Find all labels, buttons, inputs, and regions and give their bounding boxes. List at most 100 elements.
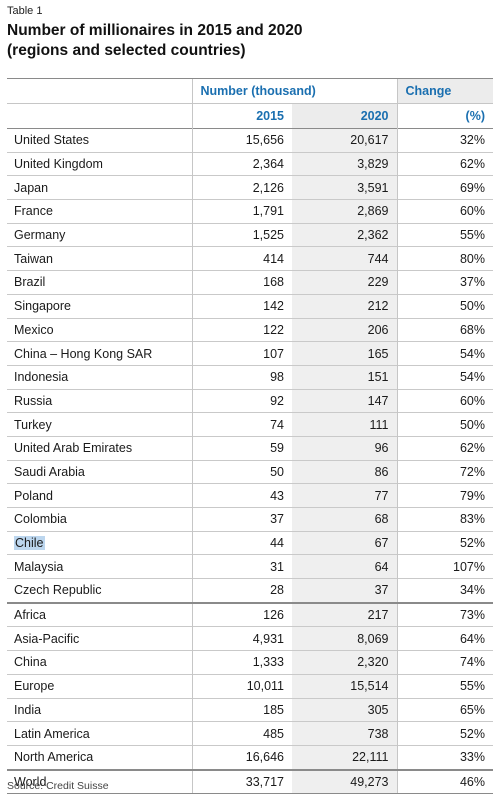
- row-name-cell: Brazil: [7, 270, 192, 295]
- row-change-cell: 55%: [396, 673, 493, 698]
- row-2020-cell: 8,069: [292, 626, 397, 651]
- row-2015-cell: 15,656: [191, 128, 292, 153]
- row-name-cell: Saudi Arabia: [7, 459, 192, 484]
- row-name-cell: Africa: [7, 601, 192, 627]
- table-title: Number of millionaires in 2015 and 2020 …: [7, 21, 302, 61]
- row-name-cell: Singapore: [7, 293, 192, 318]
- table-body: United States 15,656 20,617 32% United Kingd…: [7, 128, 493, 795]
- table-row: United Kingdom 2,364 3,829 62%: [7, 151, 493, 176]
- row-change-cell: 54%: [396, 341, 493, 366]
- row-change-cell: 37%: [396, 270, 493, 295]
- row-2020-cell: 111: [292, 412, 397, 437]
- row-2015-cell: 98: [191, 364, 292, 390]
- header-change-group: Change: [396, 78, 493, 104]
- row-2020-cell: 64: [292, 554, 397, 579]
- source-note: Source: Credit Suisse: [7, 780, 109, 792]
- row-2015-cell: 44: [191, 530, 292, 555]
- row-change-cell: 46%: [396, 768, 493, 795]
- table-row: Turkey 74 111 50%: [7, 412, 493, 437]
- row-2015-cell: 185: [191, 697, 292, 722]
- table-row: Asia-Pacific 4,931 8,069 64%: [7, 626, 493, 651]
- row-name-cell: France: [7, 199, 192, 224]
- row-2015-cell: 16,646: [191, 744, 292, 770]
- row-2015-cell: 10,011: [191, 673, 292, 698]
- row-name-cell: China: [7, 650, 192, 675]
- row-2015-cell: 2,126: [191, 175, 292, 200]
- row-2015-cell: 43: [191, 483, 292, 508]
- row-name-cell: Indonesia: [7, 364, 192, 390]
- row-2020-cell: 3,829: [292, 151, 397, 176]
- row-change-cell: 34%: [396, 578, 493, 603]
- table-row: United States 15,656 20,617 32%: [7, 128, 493, 153]
- table-row: Malaysia 31 64 107%: [7, 554, 493, 579]
- table-row: China – Hong Kong SAR 107 165 54%: [7, 341, 493, 366]
- row-change-cell: 52%: [396, 721, 493, 746]
- header-row-groups: Number (thousand) Change: [7, 78, 493, 104]
- row-2015-cell: 28: [191, 578, 292, 603]
- row-name-cell: Europe: [7, 673, 192, 698]
- header-number-group: Number (thousand): [191, 78, 397, 104]
- row-2015-cell: 414: [191, 246, 292, 271]
- row-2015-cell: 37: [191, 507, 292, 532]
- table-row: Taiwan 414 744 80%: [7, 246, 493, 271]
- row-name-cell: Germany: [7, 222, 192, 247]
- highlighted-text: Chile: [14, 536, 45, 551]
- row-change-cell: 73%: [396, 601, 493, 627]
- row-2020-cell: 2,362: [292, 222, 397, 247]
- table-row: Saudi Arabia 50 86 72%: [7, 459, 493, 484]
- row-2015-cell: 1,525: [191, 222, 292, 247]
- row-2015-cell: 31: [191, 554, 292, 579]
- row-change-cell: 79%: [396, 483, 493, 508]
- table-row: Indonesia 98 151 54%: [7, 364, 493, 390]
- row-change-cell: 50%: [396, 412, 493, 437]
- row-change-cell: 107%: [396, 554, 493, 579]
- row-name-cell: United States: [7, 128, 192, 153]
- row-name-cell: Latin America: [7, 721, 192, 746]
- row-name-cell: Mexico: [7, 317, 192, 342]
- row-2015-cell: 1,333: [191, 650, 292, 675]
- row-change-cell: 60%: [396, 199, 493, 224]
- row-2020-cell: 3,591: [292, 175, 397, 200]
- row-2015-cell: 33,717: [191, 768, 292, 795]
- row-name-cell: Turkey: [7, 412, 192, 437]
- row-2020-cell: 151: [292, 364, 397, 390]
- row-2020-cell: 68: [292, 507, 397, 532]
- row-2020-cell: 738: [292, 721, 397, 746]
- row-2020-cell: 67: [292, 530, 397, 555]
- row-name-cell: World: [7, 768, 192, 795]
- row-2015-cell: 126: [191, 601, 292, 627]
- row-2020-cell: 86: [292, 459, 397, 484]
- row-2020-cell: 212: [292, 293, 397, 318]
- row-name-cell: Taiwan: [7, 246, 192, 271]
- row-2020-cell: 15,514: [292, 673, 397, 698]
- row-2020-cell: 229: [292, 270, 397, 295]
- row-2020-cell: 37: [292, 578, 397, 603]
- table-row: Poland 43 77 79%: [7, 483, 493, 508]
- row-change-cell: 50%: [396, 293, 493, 318]
- row-change-cell: 65%: [396, 697, 493, 722]
- row-2015-cell: 142: [191, 293, 292, 318]
- row-2015-cell: 107: [191, 341, 292, 366]
- row-change-cell: 64%: [396, 626, 493, 651]
- row-change-cell: 54%: [396, 364, 493, 390]
- row-2015-cell: 1,791: [191, 199, 292, 224]
- header-row-columns: 2015 2020 (%): [7, 103, 493, 129]
- row-2015-cell: 59: [191, 435, 292, 461]
- row-change-cell: 32%: [396, 128, 493, 153]
- row-change-cell: 74%: [396, 650, 493, 675]
- row-change-cell: 68%: [396, 317, 493, 342]
- table-row: Singapore 142 212 50%: [7, 293, 493, 318]
- row-name-cell: Russia: [7, 388, 192, 413]
- table-row: Germany 1,525 2,362 55%: [7, 222, 493, 247]
- row-2020-cell: 2,320: [292, 650, 397, 675]
- row-2015-cell: 4,931: [191, 626, 292, 651]
- row-2020-cell: 49,273: [292, 768, 397, 795]
- table-row: France 1,791 2,869 60%: [7, 199, 493, 224]
- table-row: Chile 44 67 52%: [7, 530, 493, 555]
- row-2020-cell: 22,111: [292, 744, 397, 770]
- row-2020-cell: 165: [292, 341, 397, 366]
- table-row: World 33,717 49,273 46%: [7, 768, 493, 795]
- row-2015-cell: 2,364: [191, 151, 292, 176]
- row-2020-cell: 147: [292, 388, 397, 413]
- header-pct: (%): [396, 103, 493, 129]
